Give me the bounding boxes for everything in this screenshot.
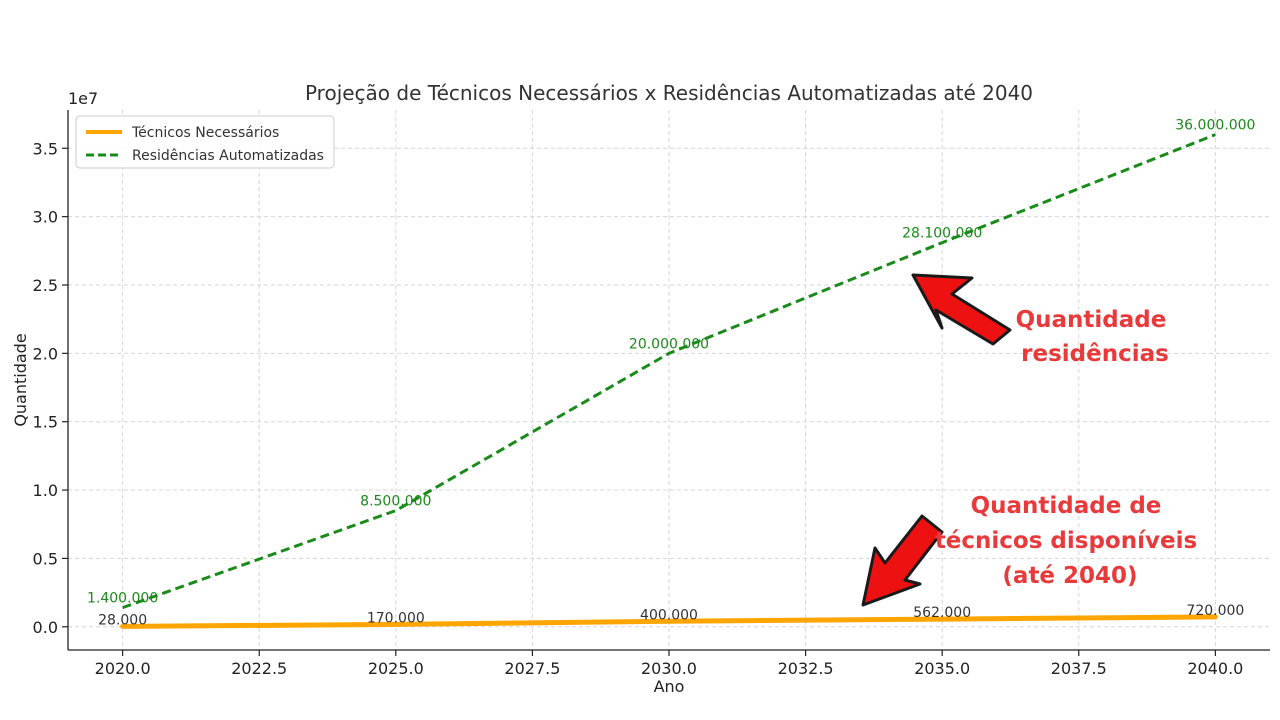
annotation-residencias-line-2: residências — [1021, 341, 1169, 367]
data-label: 720.000 — [1186, 603, 1244, 619]
y-tick-label: 2.5 — [33, 276, 58, 295]
legend-box — [75, 115, 335, 169]
y-tick-label: 0.0 — [33, 618, 58, 637]
data-label: 400.000 — [640, 607, 698, 623]
grid — [68, 110, 1270, 650]
x-tick-label: 2027.5 — [504, 659, 560, 678]
y-tick-label: 0.5 — [33, 549, 58, 568]
data-label: 28.000 — [98, 612, 147, 628]
arrow-icon-residencias — [911, 273, 1012, 346]
annotation-tecnicos-line-3: (até 2040) — [1002, 563, 1137, 589]
data-label: 36.000.000 — [1175, 118, 1255, 134]
y-tick-label: 3.0 — [33, 208, 58, 227]
x-tick-label: 2022.5 — [231, 659, 287, 678]
data-label: 28.100.000 — [902, 226, 982, 242]
x-tick-label: 2032.5 — [778, 659, 834, 678]
data-labels: 28.000 170.000 400.000 562.000 720.000 1.400.… — [87, 118, 1255, 629]
y-tick-label: 3.5 — [33, 139, 58, 158]
annotation-tecnicos-line-1: Quantidade de — [971, 493, 1162, 519]
y-axis-label: Quantidade — [11, 333, 30, 426]
legend: Técnicos Necessários Residências Automati… — [75, 115, 335, 169]
x-tick-label: 2037.5 — [1051, 659, 1107, 678]
series-layer — [120, 133, 1218, 629]
x-tick-label: 2040.0 — [1187, 659, 1243, 678]
arrow-icon-tecnicos — [861, 514, 944, 607]
y-axis-offset-text: 1e7 — [68, 89, 98, 108]
axes: 2020.0 2022.5 2025.0 2027.5 2030.0 2032.5 2035… — [33, 110, 1270, 678]
chart-title: Projeção de Técnicos Necessários x Resid… — [305, 81, 1033, 105]
x-tick-label: 2020.0 — [95, 659, 151, 678]
x-axis-label: Ano — [654, 677, 685, 696]
annotation-residencias-line-1: Quantidade — [1016, 307, 1167, 333]
x-tick-label: 2030.0 — [641, 659, 697, 678]
data-label: 1.400.000 — [87, 591, 158, 607]
y-tick-label: 2.0 — [33, 344, 58, 363]
y-tick-label: 1.5 — [33, 413, 58, 432]
annotation-tecnicos: Quantidade de técnicos disponíveis (até … — [935, 493, 1205, 589]
legend-label: Residências Automatizadas — [132, 148, 324, 164]
data-label: 562.000 — [913, 605, 971, 621]
x-tick-label: 2025.0 — [368, 659, 424, 678]
annotation-residencias: Quantidade residências — [1016, 307, 1175, 367]
data-label: 20.000.000 — [629, 336, 709, 352]
annotation-tecnicos-line-2: técnicos disponíveis — [935, 528, 1197, 554]
x-tick-label: 2035.0 — [914, 659, 970, 678]
data-label: 170.000 — [367, 610, 425, 626]
y-tick-label: 1.0 — [33, 481, 58, 500]
legend-label: Técnicos Necessários — [131, 125, 279, 141]
data-label: 8.500.000 — [360, 494, 431, 510]
